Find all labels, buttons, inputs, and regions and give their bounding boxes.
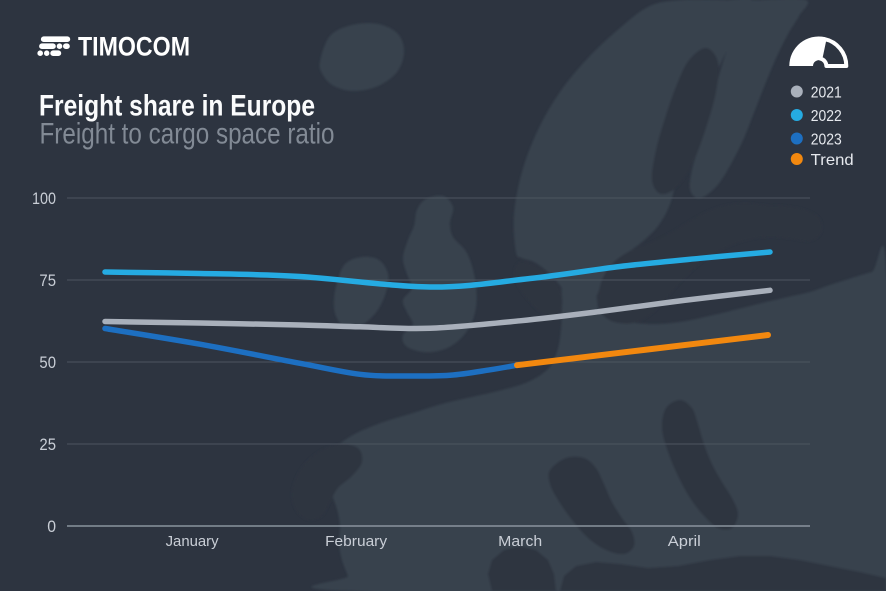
svg-text:April: April <box>668 533 701 550</box>
svg-text:25: 25 <box>39 436 56 454</box>
svg-text:100: 100 <box>32 190 56 208</box>
svg-text:50: 50 <box>39 354 56 372</box>
svg-text:0: 0 <box>47 518 56 536</box>
svg-text:February: February <box>325 533 388 550</box>
svg-text:2022: 2022 <box>811 108 842 125</box>
svg-text:Freight share in Europe: Freight share in Europe <box>39 90 315 123</box>
svg-text:2021: 2021 <box>811 84 842 101</box>
svg-text:March: March <box>498 533 542 550</box>
svg-text:Trend: Trend <box>811 152 854 169</box>
svg-text:2023: 2023 <box>811 131 842 148</box>
svg-text:75: 75 <box>39 272 56 290</box>
svg-text:TIMOCOM: TIMOCOM <box>78 32 190 62</box>
svg-text:January: January <box>166 533 219 550</box>
svg-text:Freight to cargo space ratio: Freight to cargo space ratio <box>40 118 335 151</box>
